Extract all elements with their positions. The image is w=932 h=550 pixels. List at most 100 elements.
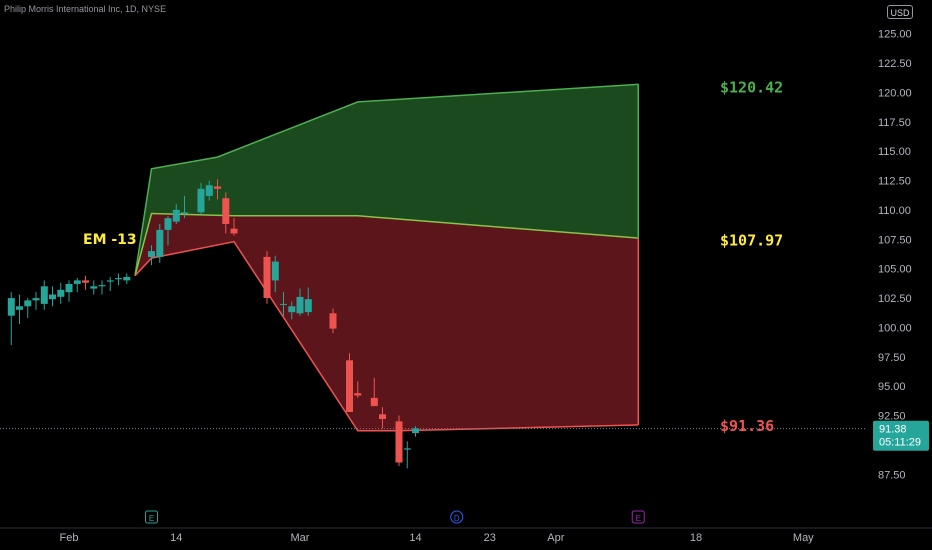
candle — [123, 273, 131, 284]
candle-body — [280, 303, 287, 305]
candle-body — [181, 212, 188, 214]
candle-body — [205, 185, 213, 196]
candle — [40, 280, 48, 310]
candle — [395, 415, 403, 467]
em-lower-line — [134, 240, 639, 432]
price-axis: 87.50 92.50 95.00 97.50 100.00 102.50 105.00 10… — [878, 29, 912, 482]
candle-body — [370, 397, 378, 407]
candle — [32, 292, 40, 310]
candle-body — [329, 313, 337, 329]
candle — [156, 224, 164, 263]
event-letter: E — [149, 514, 154, 523]
price-tick-label: 115.00 — [878, 146, 911, 158]
candle — [65, 280, 73, 302]
candle — [181, 195, 188, 219]
candle — [222, 192, 230, 234]
candle-body — [271, 261, 279, 281]
candle-body — [90, 286, 98, 289]
candle — [98, 280, 106, 295]
candle-body — [156, 229, 164, 257]
candle — [82, 275, 89, 290]
price-tick-label: 120.00 — [878, 88, 912, 100]
event-marker[interactable]: D — [450, 510, 464, 524]
em-upper-line — [134, 83, 639, 276]
candle — [197, 182, 205, 215]
candle-body — [346, 360, 353, 412]
event-marker[interactable]: E — [631, 510, 645, 524]
candle — [280, 292, 287, 316]
candle-body — [288, 306, 296, 313]
price-tick-label: 100.00 — [878, 322, 912, 334]
candle — [214, 179, 221, 200]
candle-body — [65, 284, 73, 293]
candle — [24, 298, 32, 319]
em-lower-zone — [135, 213, 639, 431]
candle-body — [172, 209, 180, 222]
price-tick-label: 110.00 — [878, 205, 911, 217]
price-tick-label: 105.00 — [878, 264, 912, 276]
candle-body — [115, 278, 122, 280]
candle-body — [304, 299, 312, 313]
price-tick-label: 107.50 — [878, 234, 912, 246]
candle — [288, 301, 296, 320]
candle — [304, 287, 312, 316]
candle — [106, 276, 114, 292]
time-tick-label: 14 — [170, 532, 182, 544]
candle-body — [106, 280, 114, 282]
candle — [412, 426, 419, 437]
time-tick-label: 18 — [690, 532, 702, 544]
em-mid-line — [134, 212, 639, 276]
candle-body — [57, 289, 65, 297]
em-label: EM -13 — [83, 232, 137, 248]
candle — [263, 251, 271, 304]
candle-body — [40, 286, 48, 304]
em-level-label: $120.42 — [720, 79, 783, 97]
chart-title: Philip Morris International Inc, 1D, NYS… — [4, 4, 167, 14]
price-tick-label: 117.50 — [878, 117, 911, 129]
candle — [379, 407, 386, 429]
candle-body — [164, 218, 172, 230]
candle-body — [7, 298, 15, 316]
candle — [329, 308, 337, 334]
time-tick-label: Feb — [60, 532, 79, 544]
candle — [370, 377, 378, 407]
event-letter: D — [454, 514, 460, 523]
time-tick-label: 14 — [409, 532, 421, 544]
candle — [90, 280, 98, 295]
candle-body — [32, 298, 40, 301]
candle — [354, 381, 362, 398]
candle-body — [197, 188, 205, 213]
event-marker[interactable]: E — [145, 510, 158, 524]
candle — [403, 441, 411, 469]
event-letter: E — [636, 514, 641, 523]
candle-body — [263, 256, 271, 298]
candle-body — [123, 276, 131, 281]
candle — [73, 278, 81, 293]
candle-body — [24, 300, 32, 307]
candle-body — [148, 251, 155, 257]
candle — [16, 294, 23, 324]
candle — [7, 292, 15, 346]
price-tick-label: 102.50 — [878, 293, 912, 305]
time-axis: Feb 14 Mar 14 23 Apr 18 May — [60, 532, 815, 544]
candle-body — [214, 186, 221, 189]
candle — [230, 218, 238, 236]
candle — [271, 255, 279, 293]
candle — [115, 273, 122, 286]
candle — [205, 180, 213, 201]
time-tick-label: Apr — [547, 532, 564, 544]
price-badge-countdown: 05:11:29 — [879, 437, 921, 449]
em-level-label: $91.36 — [720, 417, 774, 435]
price-tick-label: 92.50 — [878, 411, 906, 423]
candle — [164, 215, 172, 246]
price-badge-value: 91.38 — [879, 424, 907, 436]
price-tick-label: 112.50 — [878, 176, 911, 188]
candle — [57, 282, 65, 304]
currency-button[interactable]: USD — [887, 5, 913, 19]
candle-body — [379, 414, 386, 419]
candle — [172, 204, 180, 225]
time-tick-label: Mar — [291, 532, 310, 544]
time-tick-label: May — [793, 532, 814, 544]
candle-body — [354, 393, 362, 396]
